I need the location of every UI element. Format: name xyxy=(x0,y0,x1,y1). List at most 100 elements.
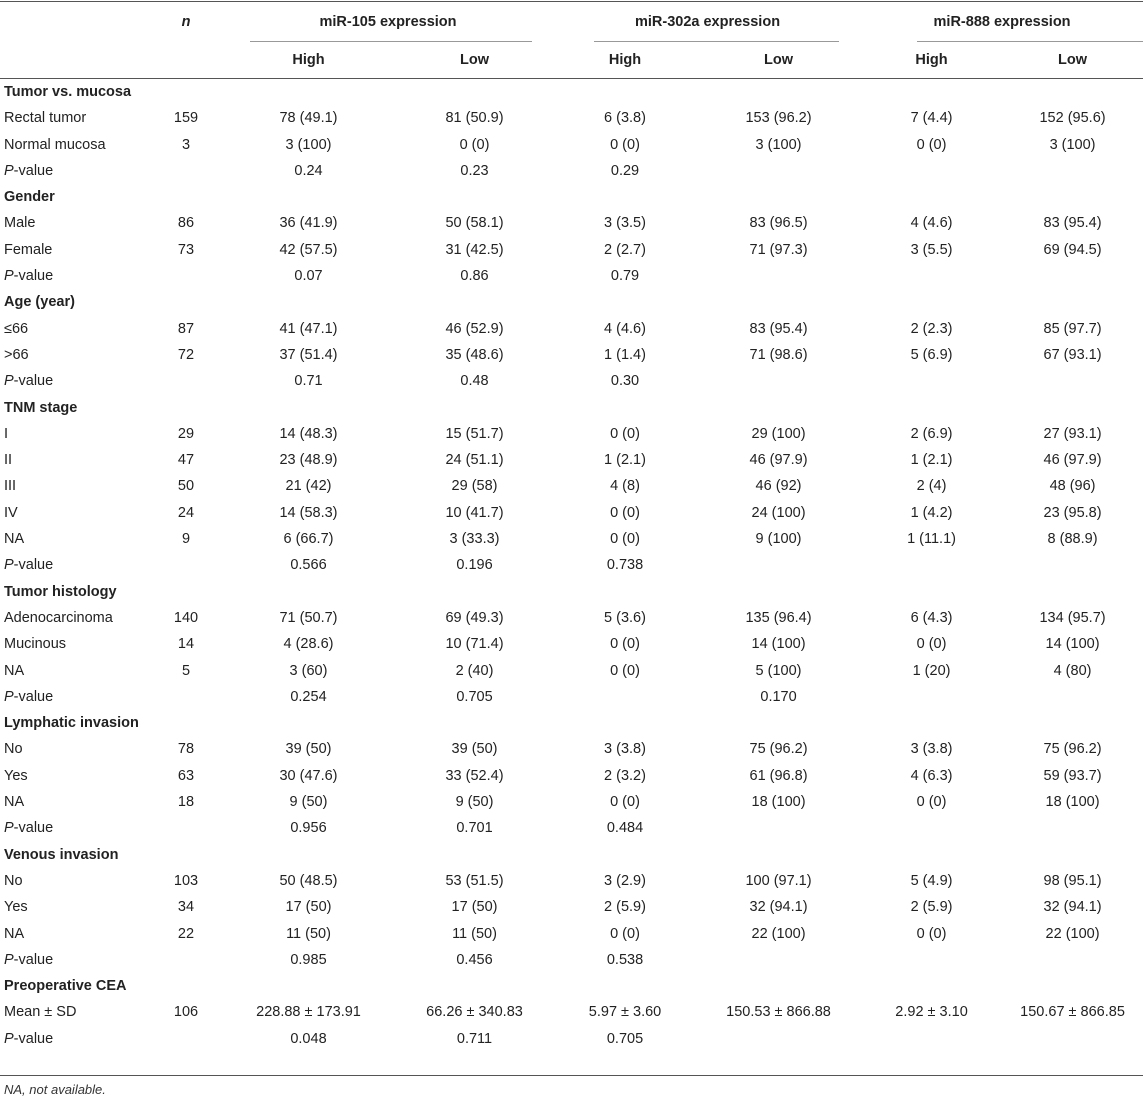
table-cell: 18 (100) xyxy=(1045,794,1100,811)
table-cell: 4 (8) xyxy=(610,478,640,495)
table-cell: 9 (50) xyxy=(455,794,494,811)
table-row: Female 73 42 (57.5) 31 (42.5) 2 (2.7) 71 (97.… xyxy=(0,237,1143,263)
table-cell: 14 (100) xyxy=(751,636,806,653)
table-cell: 78 (49.1) xyxy=(279,110,338,127)
row-label: NA xyxy=(4,925,25,942)
table-cell: 3 (3.8) xyxy=(604,741,646,758)
table-cell: 46 (52.9) xyxy=(445,320,504,337)
table-cell: 0 (0) xyxy=(916,136,947,153)
table-cell: 5.97 ± 3.60 xyxy=(588,1004,662,1021)
table-cell: 29 (100) xyxy=(751,425,806,442)
row-label: II xyxy=(4,452,13,469)
table-cell: 2 (5.9) xyxy=(604,899,646,916)
section-header-row: Tumor vs. mucosa xyxy=(0,79,1143,106)
table-cell: 75 (96.2) xyxy=(1043,741,1102,758)
table-cell: 6 (66.7) xyxy=(283,531,334,548)
section-header-row: TNM stage xyxy=(0,395,1143,421)
header-sub-low: Low xyxy=(696,42,862,79)
n-cell xyxy=(150,158,222,184)
table-cell xyxy=(1002,368,1143,394)
section-title: Preoperative CEA xyxy=(4,978,127,995)
row-label: Mucinous xyxy=(4,636,67,653)
header-sub-low: Low xyxy=(1002,42,1143,79)
table-cell xyxy=(696,158,861,184)
p-value-row: P-value 0.985 0.456 0.538 xyxy=(0,947,1143,973)
footnote: NA, not available. xyxy=(4,1082,106,1097)
n-cell: 63 xyxy=(177,767,195,784)
table-cell: 4 (4.6) xyxy=(910,215,953,232)
p-value-row: P-value 0.048 0.711 0.705 xyxy=(0,1026,1143,1052)
p-value-row: P-value 0.956 0.701 0.484 xyxy=(0,815,1143,841)
table-cell: 0.48 xyxy=(460,373,489,390)
section-title: Tumor vs. mucosa xyxy=(4,84,132,100)
table-cell: 36 (41.9) xyxy=(279,215,338,232)
row-label: No xyxy=(4,741,23,758)
table-cell: 4 (6.3) xyxy=(910,767,953,784)
table-cell: 14 (58.3) xyxy=(279,504,338,521)
table-cell: 17 (50) xyxy=(451,899,498,916)
table-cell xyxy=(861,684,1002,710)
table-row: NA 22 11 (50) 11 (50) 0 (0) 22 (100) 0 (0) 22 (… xyxy=(0,921,1143,947)
section-title: Venous invasion xyxy=(4,846,119,863)
table-cell: 48 (96) xyxy=(1049,478,1096,495)
table-row: Rectal tumor 159 78 (49.1) 81 (50.9) 6 (3.8)… xyxy=(0,105,1143,131)
table-cell: 21 (42) xyxy=(285,478,332,495)
p-value-row: P-value 0.254 0.705 0.170 xyxy=(0,684,1143,710)
table-cell: 0.196 xyxy=(456,557,493,574)
table-cell: 32 (94.1) xyxy=(749,899,808,916)
table-cell: 153 (96.2) xyxy=(745,110,812,127)
table-cell xyxy=(696,1026,861,1052)
table-cell: 69 (49.3) xyxy=(445,609,504,626)
table-cell: 75 (96.2) xyxy=(749,741,808,758)
row-label: Adenocarcinoma xyxy=(4,609,113,626)
table-cell: 83 (95.4) xyxy=(749,320,808,337)
header-group-mir888-label: miR-888 expression xyxy=(933,14,1071,30)
table-cell: 0.07 xyxy=(294,268,323,285)
n-cell: 22 xyxy=(177,925,195,942)
table-cell: 0.048 xyxy=(290,1030,327,1047)
table-cell: 23 (48.9) xyxy=(279,452,338,469)
row-label: I xyxy=(4,425,9,442)
table-row: Mucinous 14 4 (28.6) 10 (71.4) 0 (0) 14 (100)… xyxy=(0,631,1143,657)
p-value-row: P-value 0.71 0.48 0.30 xyxy=(0,368,1143,394)
table-cell: 135 (96.4) xyxy=(745,609,812,626)
row-label: P-value xyxy=(4,1030,54,1047)
table-cell: 1 (1.4) xyxy=(604,346,646,363)
table-cell xyxy=(1002,947,1143,973)
table-cell: 30 (47.6) xyxy=(279,767,338,784)
table-cell: 0 (0) xyxy=(610,636,640,653)
table-cell: 6 (3.8) xyxy=(604,110,646,127)
header-sub-high: High xyxy=(222,42,395,79)
n-cell: 24 xyxy=(177,504,195,521)
row-label: P-value xyxy=(4,557,54,574)
table-cell: 0 (0) xyxy=(610,925,640,942)
header-group-mir888: miR-888 expression xyxy=(861,2,1143,42)
header-row-sub: High Low High Low High Low xyxy=(0,42,1143,79)
table-cell: 0.86 xyxy=(460,268,489,285)
table-cell: 17 (50) xyxy=(285,899,332,916)
table-cell: 3 (100) xyxy=(1049,136,1096,153)
table-row: Male 86 36 (41.9) 50 (58.1) 3 (3.5) 83 (96.5)… xyxy=(0,210,1143,236)
table-cell xyxy=(861,158,1002,184)
section-title: TNM stage xyxy=(4,399,78,416)
table-cell: 22 (100) xyxy=(751,925,806,942)
table-cell: 0 (0) xyxy=(610,794,640,811)
table-cell: 83 (95.4) xyxy=(1043,215,1102,232)
table-cell: 0.71 xyxy=(294,373,323,390)
n-cell xyxy=(150,815,222,841)
table-cell: 0.79 xyxy=(610,268,640,285)
table-cell: 0.254 xyxy=(290,688,327,705)
header-n: n xyxy=(181,14,191,30)
table-cell xyxy=(696,947,861,973)
table-cell: 15 (51.7) xyxy=(445,425,504,442)
table-cell: 3 (60) xyxy=(289,662,328,679)
table-cell: 0.711 xyxy=(456,1030,493,1047)
table-cell: 59 (93.7) xyxy=(1043,767,1102,784)
table-cell: 0.705 xyxy=(606,1030,644,1047)
row-label: Mean ± SD xyxy=(4,1004,77,1021)
n-cell: 29 xyxy=(177,425,195,442)
p-value-row: P-value 0.24 0.23 0.29 xyxy=(0,158,1143,184)
section-header-row: Age (year) xyxy=(0,289,1143,315)
table-cell: 71 (97.3) xyxy=(749,241,808,258)
header-group-mir105: miR-105 expression xyxy=(222,2,554,42)
